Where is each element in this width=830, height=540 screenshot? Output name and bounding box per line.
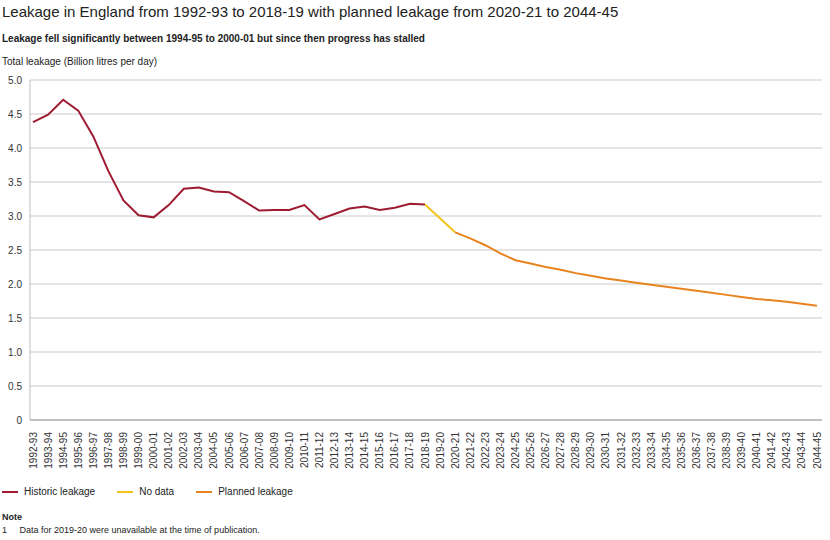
svg-text:2043-44: 2043-44 — [796, 432, 807, 469]
svg-text:2032-33: 2032-33 — [631, 432, 642, 469]
svg-text:2012-13: 2012-13 — [329, 432, 340, 469]
svg-text:2015-16: 2015-16 — [374, 432, 385, 469]
svg-text:3.5: 3.5 — [8, 177, 22, 188]
svg-text:4.5: 4.5 — [8, 109, 22, 120]
html-text:Planned leakage: Planned leakage — [218, 486, 293, 497]
svg-text:1992-93: 1992-93 — [28, 432, 39, 469]
svg-text:2020-21: 2020-21 — [450, 432, 461, 469]
svg-text:2021-22: 2021-22 — [465, 432, 476, 469]
svg-text:2022-23: 2022-23 — [480, 432, 491, 469]
svg-text:0.5: 0.5 — [8, 381, 22, 392]
svg-text:2044-45: 2044-45 — [812, 432, 823, 469]
svg-text:1997-98: 1997-98 — [103, 432, 114, 469]
svg-text:2016-17: 2016-17 — [389, 432, 400, 469]
svg-text:1995-96: 1995-96 — [73, 432, 84, 469]
html-text:Historic leakage: Historic leakage — [24, 486, 96, 497]
svg-text:2005-06: 2005-06 — [224, 432, 235, 469]
html-text:No data: No data — [139, 486, 175, 497]
svg-text:2023-24: 2023-24 — [495, 432, 506, 469]
svg-text:2.5: 2.5 — [8, 245, 22, 256]
svg-text:3.0: 3.0 — [8, 211, 22, 222]
svg-text:2033-34: 2033-34 — [646, 432, 657, 469]
svg-text:2019-20: 2019-20 — [435, 432, 446, 469]
svg-text:1.5: 1.5 — [8, 313, 22, 324]
html-text:Leakage in England from 1992-9: Leakage in England from 1992-93 to 2018-… — [2, 3, 619, 20]
svg-text:2042-43: 2042-43 — [781, 432, 792, 469]
svg-text:2038-39: 2038-39 — [721, 432, 732, 469]
svg-text:1994-95: 1994-95 — [58, 432, 69, 469]
html-text:Total leakage (Billion litres: Total leakage (Billion litres per day) — [2, 56, 158, 67]
svg-text:2.0: 2.0 — [8, 279, 22, 290]
svg-text:2036-37: 2036-37 — [691, 432, 702, 469]
svg-text:2029-30: 2029-30 — [585, 432, 596, 469]
svg-text:2035-36: 2035-36 — [676, 432, 687, 469]
svg-text:2002-03: 2002-03 — [178, 432, 189, 469]
svg-text:2024-25: 2024-25 — [510, 432, 521, 469]
svg-text:2034-35: 2034-35 — [661, 432, 672, 469]
svg-text:2006-07: 2006-07 — [239, 432, 250, 469]
svg-text:2031-32: 2031-32 — [616, 432, 627, 469]
svg-text:0: 0 — [16, 415, 22, 426]
svg-text:2008-09: 2008-09 — [269, 432, 280, 469]
svg-text:2030-31: 2030-31 — [600, 432, 611, 469]
svg-text:2009-10: 2009-10 — [284, 432, 295, 469]
svg-text:2018-19: 2018-19 — [420, 432, 431, 469]
svg-text:1993-94: 1993-94 — [43, 432, 54, 469]
svg-text:2011-12: 2011-12 — [314, 432, 325, 468]
svg-text:1998-99: 1998-99 — [118, 432, 129, 469]
svg-text:2014-15: 2014-15 — [359, 432, 370, 469]
html-text:Leakage fell significantly bet: Leakage fell significantly between 1994-… — [2, 33, 425, 44]
svg-text:2041-42: 2041-42 — [766, 432, 777, 469]
svg-text:2027-28: 2027-28 — [555, 432, 566, 469]
svg-text:2000-01: 2000-01 — [148, 432, 159, 469]
svg-text:4.0: 4.0 — [8, 143, 22, 154]
svg-text:2026-27: 2026-27 — [540, 432, 551, 469]
svg-text:2017-18: 2017-18 — [404, 432, 415, 469]
svg-text:2037-38: 2037-38 — [706, 432, 717, 469]
svg-text:2025-26: 2025-26 — [525, 432, 536, 469]
svg-text:2003-04: 2003-04 — [193, 432, 204, 469]
svg-text:2007-08: 2007-08 — [254, 432, 265, 469]
svg-text:5.0: 5.0 — [8, 75, 22, 86]
svg-text:1999-00: 1999-00 — [133, 432, 144, 469]
svg-text:2010-11: 2010-11 — [299, 432, 310, 468]
svg-text:2013-14: 2013-14 — [344, 432, 355, 469]
html-text:1 Data for 2019-20 were unavai: 1 Data for 2019-20 were unavailable at t… — [2, 525, 260, 535]
svg-text:1996-97: 1996-97 — [88, 432, 99, 469]
html-text:Note: Note — [2, 512, 22, 522]
svg-text:2040-41: 2040-41 — [751, 432, 762, 469]
svg-text:2028-29: 2028-29 — [570, 432, 581, 469]
svg-text:2004-05: 2004-05 — [208, 432, 219, 469]
svg-text:2039-40: 2039-40 — [736, 432, 747, 469]
svg-text:2001-02: 2001-02 — [163, 432, 174, 469]
svg-text:1.0: 1.0 — [8, 347, 22, 358]
